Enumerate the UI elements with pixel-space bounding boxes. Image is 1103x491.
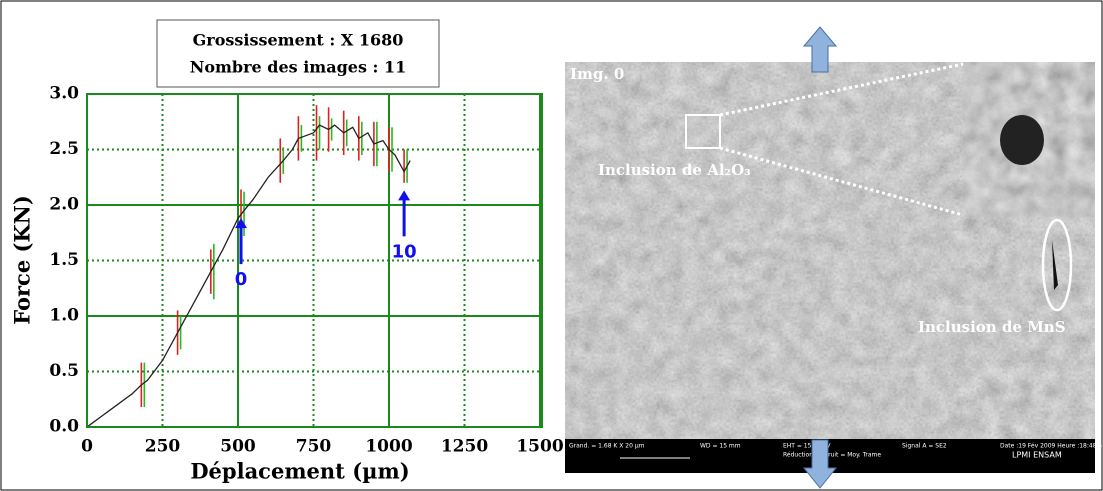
annotation-arrowhead (398, 190, 411, 201)
annotation-label: 0 (235, 269, 248, 290)
arrow-up (802, 26, 838, 73)
zoom-line (719, 62, 964, 117)
zoom-box (685, 114, 721, 149)
x-tick-label: 0 (81, 437, 93, 457)
x-tick-label: 1000 (365, 437, 412, 457)
x-tick-label: 1500 (516, 437, 563, 457)
footer-text: Date :19 Fév 2009 Heure :18:48:5 (1000, 443, 1103, 450)
y-tick-label: 0.0 (49, 417, 79, 437)
y-tick-label: 2.5 (49, 139, 79, 159)
arrow-down (802, 439, 838, 489)
inset-inclusion (1000, 115, 1044, 165)
chart-title: Nombre des images : 11 (190, 58, 407, 77)
x-tick-label: 1250 (441, 437, 488, 457)
x-tick-label: 750 (296, 437, 332, 457)
footer-text: WD = 15 mm (700, 443, 741, 450)
y-tick-label: 2.0 (49, 195, 79, 215)
zoom-line (719, 146, 964, 217)
footer-text: LPMI ENSAM (1012, 451, 1062, 460)
annotation-arrowhead (235, 218, 248, 229)
mns-inclusion (1052, 240, 1058, 290)
y-tick-label: 1.0 (49, 306, 79, 326)
sem-image: Img. 0 Inclusion de Al₂O₃ Inclusion de M… (565, 26, 1103, 489)
sem-footer (565, 439, 1095, 473)
y-tick-label: 0.5 (49, 361, 79, 381)
y-tick-label: 3.0 (49, 84, 79, 104)
force-curve (86, 124, 411, 428)
y-axis-label: Force (KN) (10, 195, 35, 325)
annotation: Inclusion de Al₂O₃ (598, 161, 751, 179)
footer-text: Réduction de bruit = Moy. Trame (783, 452, 881, 459)
plot-frame (86, 93, 543, 428)
y-tick-label: 1.5 (49, 250, 79, 270)
x-axis-label: Déplacement (µm) (190, 459, 409, 484)
footer-text: Signal A = SE2 (902, 443, 947, 450)
annotation: Inclusion de MnS (918, 318, 1066, 336)
title-box (156, 19, 440, 88)
x-tick-label: 500 (220, 437, 256, 457)
mns-ellipse (1041, 218, 1073, 312)
footer-text: EHT = 15.00 kV (783, 443, 831, 450)
annotation-label: 10 (392, 241, 417, 262)
image-label: Img. 0 (570, 65, 624, 83)
chart-title: Grossissement : X 1680 (193, 31, 404, 50)
x-tick-label: 250 (145, 437, 181, 457)
footer-text: Grand. = 1.68 K X 20 µm (569, 443, 645, 450)
